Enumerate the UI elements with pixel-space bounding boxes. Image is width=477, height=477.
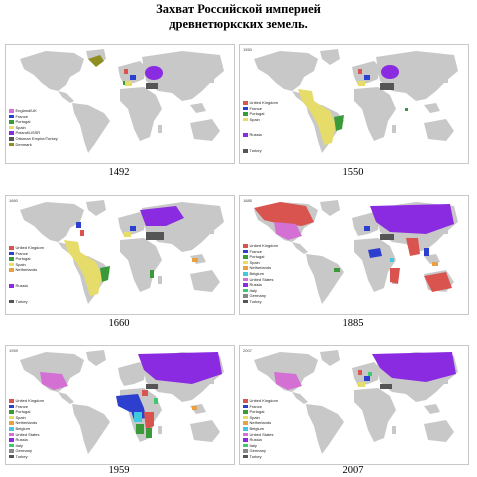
year-label-1492: 1492 [108, 167, 130, 178]
region-turkey [146, 232, 164, 240]
region-portugal-brazil [334, 115, 344, 131]
world-map [20, 49, 224, 153]
region-spain [125, 81, 132, 86]
region-united-states [274, 372, 302, 390]
map-legend: United Kingdom France Portugal Spain Net… [243, 243, 278, 305]
region-uk-canada [254, 202, 314, 226]
region-uk-australia [424, 272, 452, 292]
map-legend: United Kingdom France Portugal Spain Rus… [243, 100, 278, 154]
title-line-2: древнетюркских земель. [169, 17, 308, 31]
region-spain-americas [298, 89, 336, 145]
region-turkey [380, 384, 392, 389]
region-france [130, 75, 136, 80]
panel-year-tag: 2007 [243, 348, 252, 353]
world-map [254, 200, 458, 304]
region-russia [370, 204, 454, 234]
year-label-1550: 1550 [342, 167, 364, 178]
map-legend: United Kingdom France Portugal Spain Net… [9, 245, 44, 304]
panel-year-tag: 1959 [9, 348, 18, 353]
map-panel-1959: 1959 United Kingdom France Portugal Spai… [5, 345, 235, 465]
map-panel-1492: England/UK France Portugal Spain Poland/… [5, 44, 235, 164]
map-legend: United Kingdom France Portugal Spain Net… [243, 398, 278, 460]
panel-year-tag: 1885 [243, 198, 252, 203]
year-label-2007: 2007 [342, 465, 364, 476]
map-panel-1550: 1550 United Kingdom France Portugal Spai… [239, 44, 469, 164]
region-ussr [138, 352, 222, 384]
page-title: Захват Российской империей древнетюркски… [0, 2, 477, 32]
world-map [20, 200, 224, 304]
year-label-1959: 1959 [108, 465, 130, 476]
region-united-states [40, 372, 68, 390]
world-map [254, 49, 458, 153]
region-russia [381, 65, 399, 79]
region-russia [140, 206, 184, 226]
region-france-africa [116, 394, 144, 412]
region-uk-india [406, 238, 420, 256]
region-spain-americas [64, 240, 102, 296]
region-england [124, 69, 128, 74]
map-panel-1885: 1885 United Kingdom France Portugal Spai… [239, 195, 469, 315]
world-map [254, 350, 458, 454]
world-map [20, 350, 224, 454]
map-panel-1660: 1660 United Kingdom France Portugal Spai… [5, 195, 235, 315]
region-ottoman [146, 83, 158, 89]
panel-year-tag: 1660 [9, 198, 18, 203]
region-denmark-greenland [88, 55, 104, 67]
region-poland [145, 66, 163, 80]
region-turkey [380, 83, 394, 90]
map-legend: England/UK France Portugal Spain Poland/… [9, 108, 58, 147]
year-label-1885: 1885 [342, 318, 364, 329]
panel-year-tag: 1550 [243, 47, 252, 52]
map-legend: United Kingdom France Portugal Spain Net… [9, 398, 44, 460]
title-line-1: Захват Российской империей [156, 2, 321, 16]
region-belgium-congo [134, 412, 142, 422]
year-label-1660: 1660 [108, 318, 130, 329]
region-turkey [380, 234, 394, 240]
map-panel-2007: 2007 United Kingdom France Portugal Spai… [239, 345, 469, 465]
region-turkey [146, 384, 158, 389]
region-russia [372, 352, 456, 382]
region-united-states [274, 222, 302, 240]
region-uk-africa [144, 412, 154, 430]
